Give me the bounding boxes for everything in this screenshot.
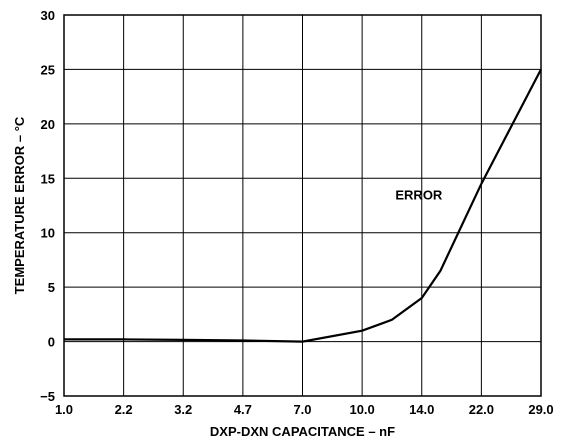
x-tick-label: 29.0 xyxy=(528,402,553,417)
y-tick-label: 15 xyxy=(41,171,55,186)
x-tick-label: 2.2 xyxy=(115,402,133,417)
y-tick-label: 20 xyxy=(41,117,55,132)
plot-frame xyxy=(63,14,542,397)
x-tick-label: 7.0 xyxy=(293,402,311,417)
error-series-line xyxy=(64,68,542,343)
y-axis-title: TEMPERATURE ERROR – °C xyxy=(12,116,27,294)
x-axis-title: DXP-DXN CAPACITANCE – nF xyxy=(210,424,395,439)
x-tick-label: 10.0 xyxy=(349,402,374,417)
y-tick-label: 0 xyxy=(48,335,55,350)
y-tick-labels: −5 0 5 10 15 20 25 30 xyxy=(40,8,55,404)
x-tick-labels: 1.0 2.2 3.2 4.7 7.0 10.0 14.0 22.0 29.0 xyxy=(55,402,554,417)
y-tick-label: 10 xyxy=(41,226,55,241)
x-tick-label: 3.2 xyxy=(174,402,192,417)
x-tick-label: 14.0 xyxy=(409,402,434,417)
x-tick-label: 4.7 xyxy=(234,402,252,417)
x-tick-label: 22.0 xyxy=(469,402,494,417)
y-tick-label: −5 xyxy=(40,389,55,404)
y-tick-label: 30 xyxy=(41,8,55,23)
grid-lines xyxy=(64,15,541,396)
series-annotation-error: ERROR xyxy=(395,188,443,203)
y-tick-label: 25 xyxy=(41,62,55,77)
y-tick-label: 5 xyxy=(48,280,55,295)
x-tick-label: 1.0 xyxy=(55,402,73,417)
